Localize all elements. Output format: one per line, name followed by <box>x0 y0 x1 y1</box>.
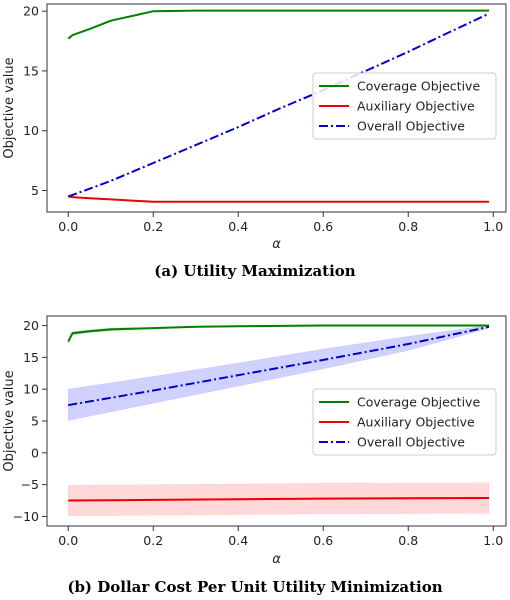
x-tick-label: 0.4 <box>228 219 248 234</box>
plot-frame <box>46 3 507 213</box>
legend-frame <box>312 388 497 456</box>
chart-panel-2: 0.0 0.2 0.4 0.6 0.8 1.0 −10 −5 0 5 10 15 20 α Objectiv… <box>2 315 507 596</box>
x-tick-label: 0.4 <box>228 533 248 548</box>
x-tick-label: 0.0 <box>58 533 78 548</box>
series-line <box>67 12 490 198</box>
series-line <box>68 325 490 407</box>
x-tick-label: 0.6 <box>313 219 333 234</box>
legend-label: Coverage Objective <box>357 79 480 94</box>
y-tick-label: 10 <box>23 123 39 138</box>
y-tick-label: 5 <box>31 414 39 429</box>
y-tick-label: 5 <box>31 183 39 198</box>
legend-label: Coverage Objective <box>357 395 480 410</box>
y-tick-label: −10 <box>13 509 39 524</box>
y-tick-label: 10 <box>23 382 39 397</box>
legend-label: Overall Objective <box>357 435 465 450</box>
y-axis-label: Objective value <box>2 370 17 471</box>
x-tick-label: 0.8 <box>398 533 418 548</box>
legend: Coverage Objective Auxiliary Objective Ove… <box>312 72 497 140</box>
y-tick-label: 0 <box>31 445 39 460</box>
x-tick-label: 0.0 <box>58 219 78 234</box>
y-tick-label: −5 <box>21 477 39 492</box>
x-tick-label: 0.8 <box>398 219 418 234</box>
legend-label: Auxiliary Objective <box>357 415 475 430</box>
figure-caption: (b) Dollar Cost Per Unit Utility Minimiz… <box>67 578 442 596</box>
y-tick-label: 20 <box>23 4 39 19</box>
plot-area <box>67 324 490 517</box>
plot-area <box>67 9 490 203</box>
legend-label: Auxiliary Objective <box>357 99 475 114</box>
x-tick-label: 0.6 <box>313 533 333 548</box>
chart-panel-1: 0.0 0.2 0.4 0.6 0.8 1.0 5 10 15 20 α Objective valu… <box>2 3 507 280</box>
x-tick-label: 0.2 <box>143 219 163 234</box>
y-tick-label: 20 <box>23 318 39 333</box>
y-axis-label: Objective value <box>2 57 17 158</box>
y-tick-label: 15 <box>23 63 39 78</box>
series-line <box>67 324 489 342</box>
x-axis-label: α <box>272 237 281 252</box>
figure-caption: (a) Utility Maximization <box>154 262 356 280</box>
series-line <box>68 195 489 203</box>
x-tick-label: 0.2 <box>143 533 163 548</box>
y-tick-label: 15 <box>23 350 39 365</box>
x-axis-label: α <box>272 552 281 567</box>
legend-frame <box>312 72 497 140</box>
x-tick-label: 1.0 <box>483 219 503 234</box>
legend-label: Overall Objective <box>357 119 465 134</box>
legend: Coverage Objective Auxiliary Objective Ove… <box>312 388 497 456</box>
series-line <box>67 9 489 40</box>
confidence-band <box>68 325 490 421</box>
series-line <box>68 497 490 502</box>
x-tick-label: 1.0 <box>483 533 503 548</box>
